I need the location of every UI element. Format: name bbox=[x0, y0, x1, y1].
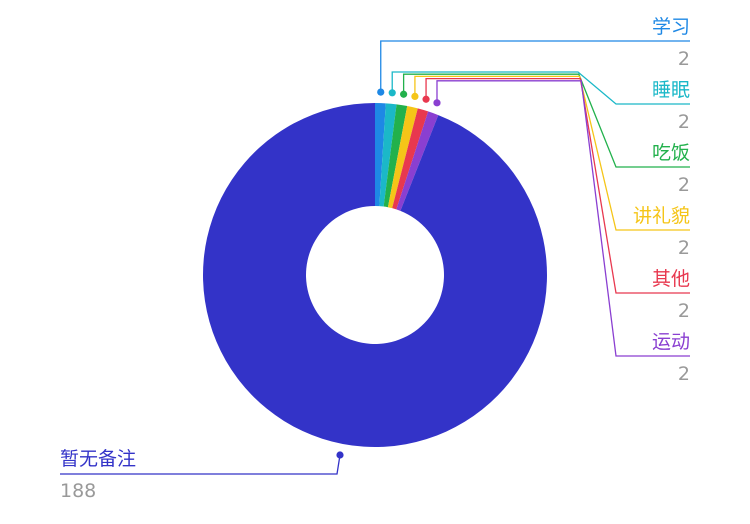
slice-value-4: 2 bbox=[678, 300, 690, 322]
leader-dot-5 bbox=[433, 99, 441, 107]
slice-value-3: 2 bbox=[678, 237, 690, 259]
leader-dot-6 bbox=[336, 451, 344, 459]
slice-label-2: 吃饭 bbox=[652, 142, 690, 164]
leader-dot-2 bbox=[400, 90, 408, 98]
leader-line-4 bbox=[425, 77, 690, 294]
slice-label-5: 运动 bbox=[652, 331, 690, 353]
slice-value-6: 188 bbox=[60, 480, 96, 502]
slice-label-1: 睡眠 bbox=[652, 79, 690, 101]
slice-5 bbox=[396, 111, 439, 211]
slice-1 bbox=[379, 103, 397, 207]
leader-dot-1 bbox=[388, 89, 396, 97]
slice-value-2: 2 bbox=[678, 174, 690, 196]
slice-2 bbox=[383, 104, 408, 208]
slice-label-3: 讲礼貌 bbox=[633, 205, 690, 227]
leader-dot-4 bbox=[422, 95, 430, 103]
leader-line-2 bbox=[402, 73, 690, 168]
slice-0 bbox=[375, 103, 386, 207]
leader-dot-3 bbox=[411, 92, 419, 101]
leader-line-6 bbox=[60, 454, 341, 475]
slice-value-1: 2 bbox=[678, 111, 690, 133]
slice-3 bbox=[387, 106, 418, 209]
leader-line-0 bbox=[380, 40, 690, 93]
slice-value-5: 2 bbox=[678, 363, 690, 385]
slice-label-6: 暂无备注 bbox=[60, 448, 136, 470]
leader-dot-0 bbox=[377, 88, 385, 96]
slice-4 bbox=[392, 108, 429, 210]
leader-line-3 bbox=[414, 75, 690, 231]
slice-label-4: 其他 bbox=[652, 268, 690, 290]
slice-value-0: 2 bbox=[678, 48, 690, 70]
leader-line-5 bbox=[436, 80, 690, 357]
slice-label-0: 学习 bbox=[652, 16, 690, 38]
slice-6 bbox=[203, 103, 548, 447]
leader-line-1 bbox=[391, 71, 690, 105]
